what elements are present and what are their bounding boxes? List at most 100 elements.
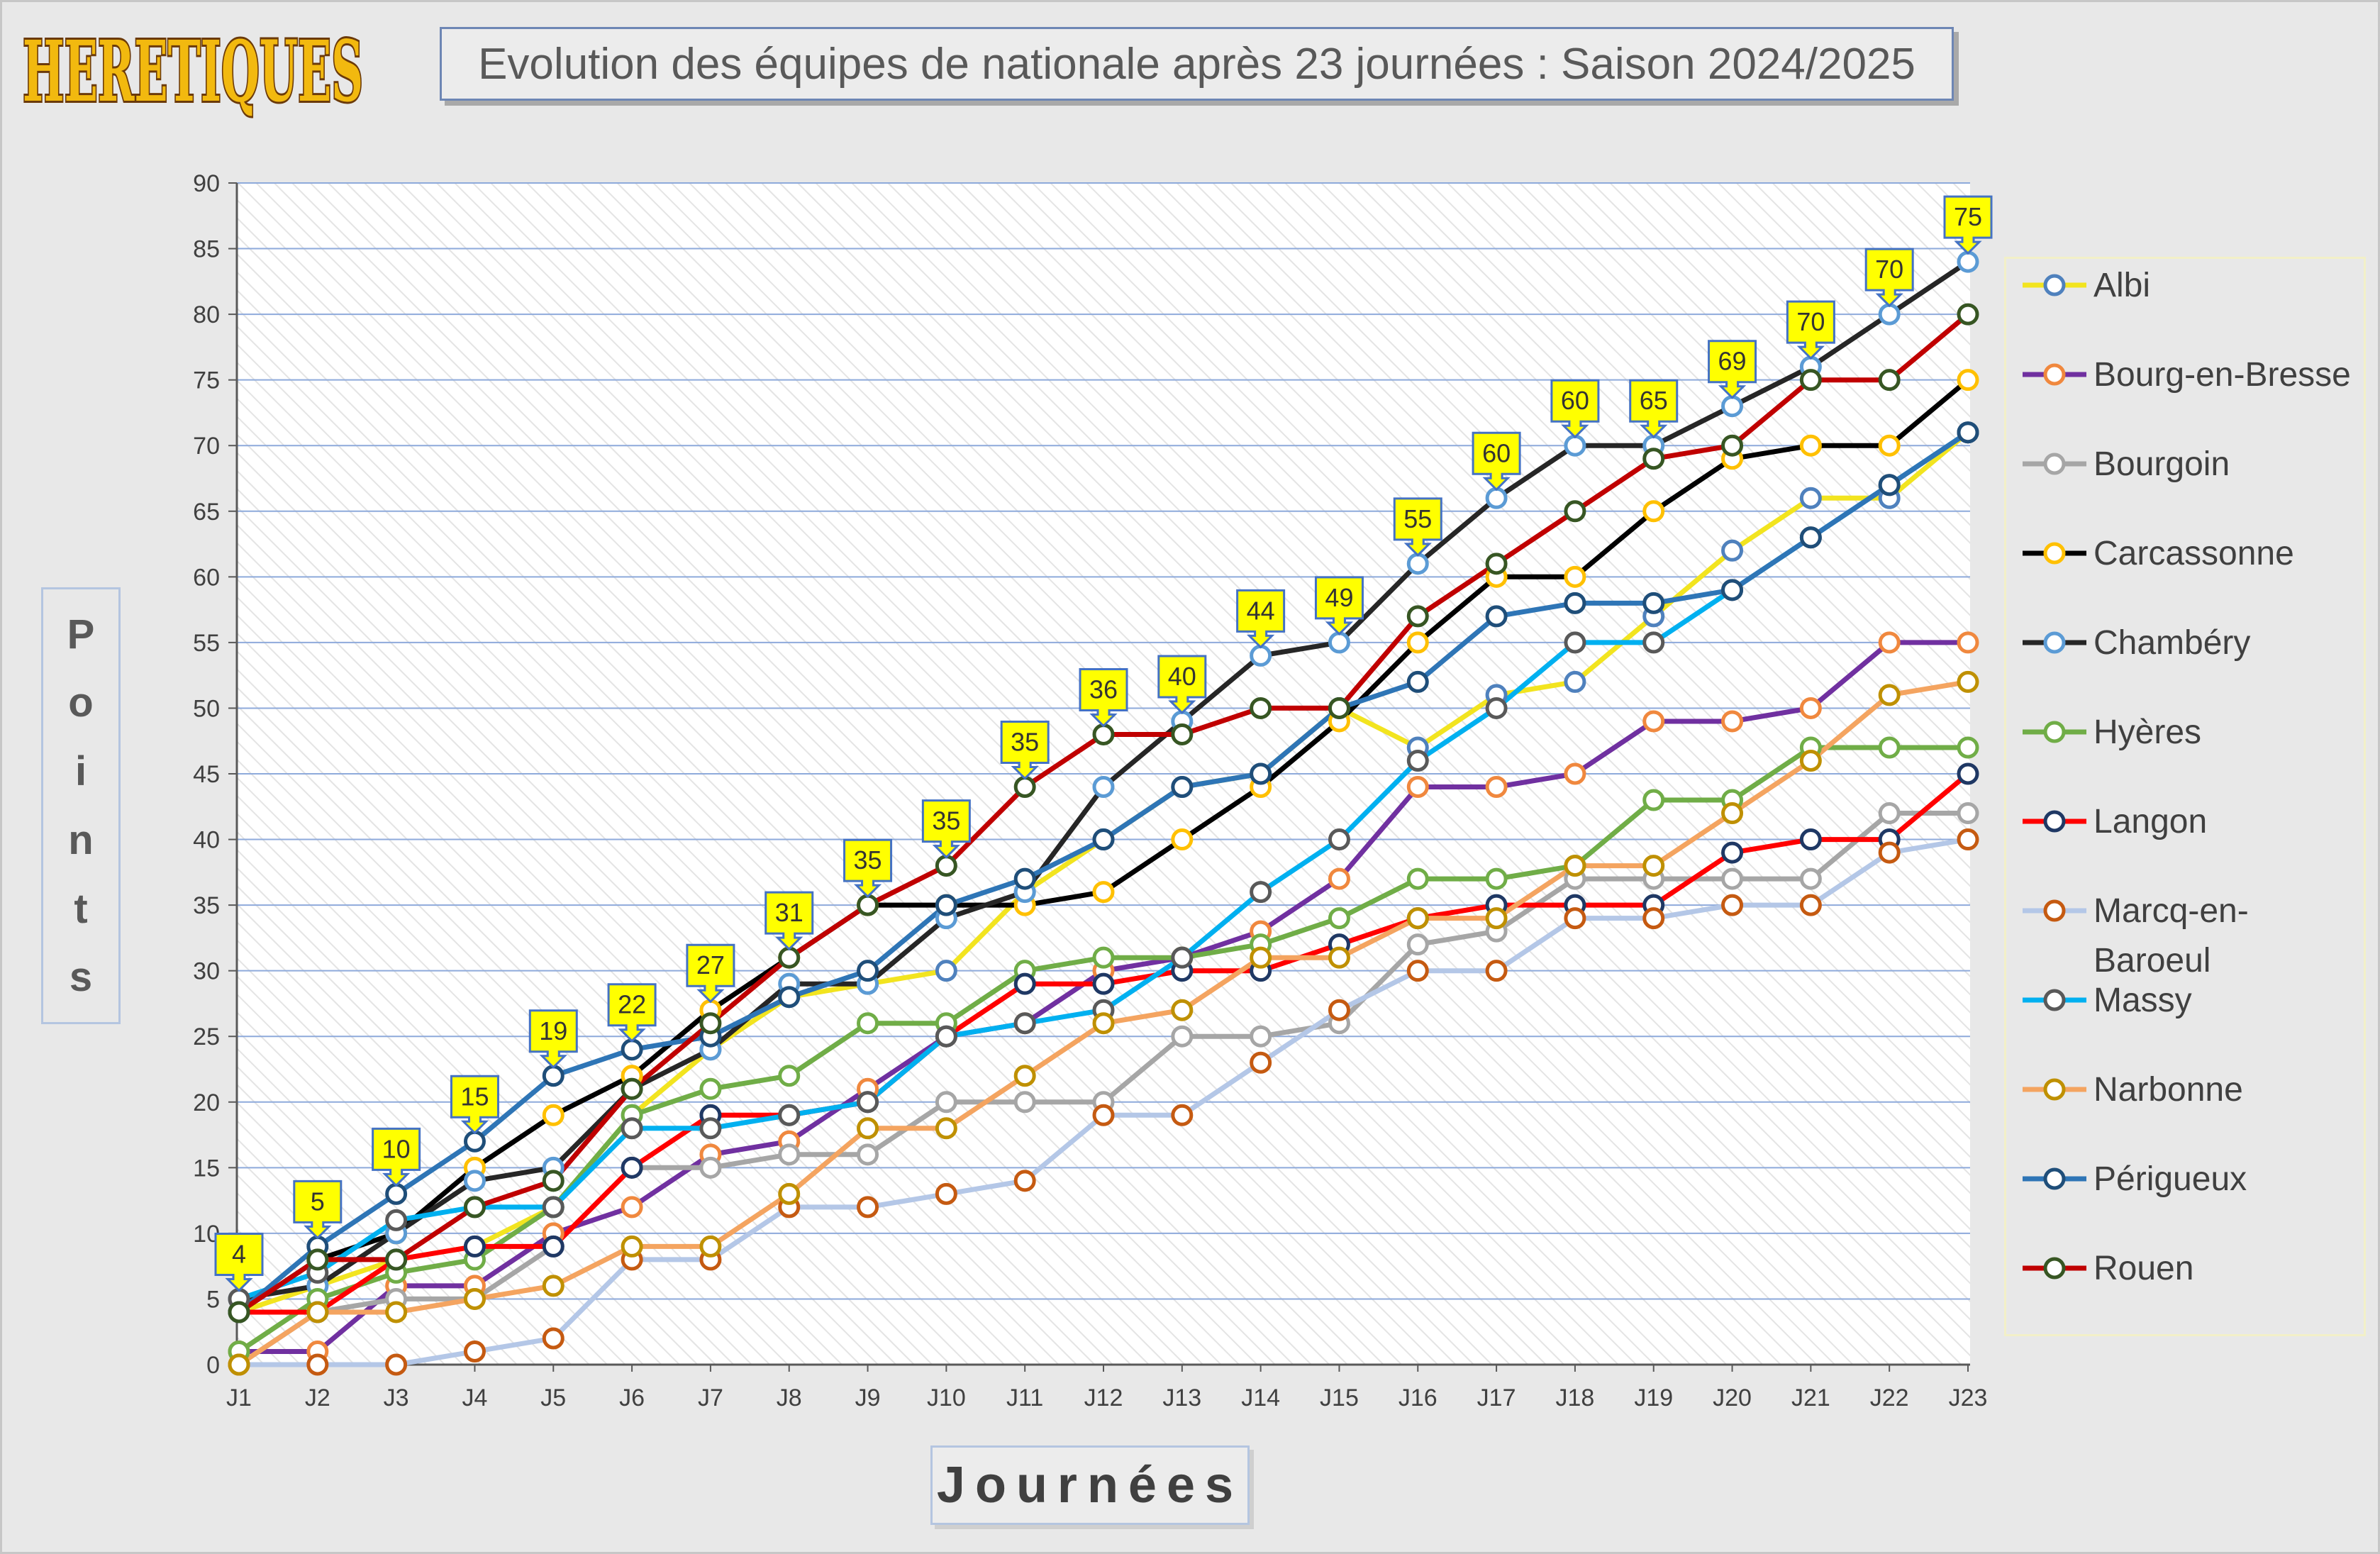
data-point	[699, 1077, 722, 1100]
legend-marker	[2043, 1167, 2066, 1190]
x-tick-label: J6	[619, 1384, 645, 1411]
data-point	[385, 1209, 408, 1231]
data-point	[1878, 434, 1901, 457]
data-point	[1092, 946, 1115, 969]
data-point	[1564, 434, 1586, 457]
data-point	[1485, 867, 1508, 890]
leader-callout	[843, 838, 893, 899]
y-tick-label: 75	[193, 367, 220, 394]
leader-callout-label: 15	[460, 1082, 489, 1111]
legend-marker	[2043, 721, 2066, 743]
legend-marker	[2043, 631, 2066, 654]
data-point	[1642, 789, 1665, 811]
leader-callout	[293, 1180, 343, 1240]
data-point	[621, 1235, 643, 1258]
data-point	[463, 1170, 486, 1192]
data-point	[778, 946, 801, 969]
legend-marker	[2043, 1257, 2066, 1280]
data-point	[1721, 802, 1744, 825]
leader-callout	[1708, 340, 1757, 399]
x-tick-label: J22	[1870, 1384, 1909, 1411]
data-point	[306, 1248, 329, 1271]
data-point	[1171, 723, 1194, 745]
data-point	[1957, 736, 1979, 759]
data-point	[935, 960, 957, 982]
data-point	[306, 1301, 329, 1323]
data-point	[1406, 867, 1429, 890]
leader-callout	[1629, 379, 1679, 439]
data-point	[1250, 644, 1272, 667]
x-tick-label: J15	[1320, 1384, 1359, 1411]
y-title-letter: n	[68, 816, 94, 863]
leader-callout-label: 19	[539, 1016, 567, 1045]
x-tick-label: J20	[1713, 1384, 1752, 1411]
legend-label: Massy	[2093, 982, 2192, 1019]
data-point	[778, 1065, 801, 1087]
x-tick-label: J9	[855, 1384, 881, 1411]
data-point	[1013, 776, 1036, 799]
x-tick-label: J5	[540, 1384, 566, 1411]
data-point	[385, 1248, 408, 1271]
data-point	[1721, 894, 1744, 916]
data-point	[699, 1156, 722, 1179]
leader-callout	[1236, 589, 1286, 649]
leader-callout-label: 55	[1403, 504, 1432, 533]
leader-callout-label: 27	[696, 950, 725, 979]
data-point	[699, 1235, 722, 1258]
heretiques-logo: HERETIQUES	[21, 20, 365, 123]
leader-callout-label: 10	[382, 1134, 411, 1163]
x-tick-label: J12	[1084, 1384, 1123, 1411]
data-point	[935, 1117, 957, 1140]
data-point	[1406, 960, 1429, 982]
data-point	[1092, 776, 1115, 799]
legend-label: Chambéry	[2093, 624, 2250, 662]
y-tick-label: 5	[206, 1286, 220, 1313]
data-point	[1485, 907, 1508, 930]
x-tick-label: J7	[698, 1384, 723, 1411]
leader-callout	[1157, 655, 1207, 715]
legend-label: Albi	[2093, 267, 2150, 304]
data-point	[1328, 631, 1350, 654]
data-point	[857, 960, 879, 982]
legend-label: Rouen	[2093, 1250, 2193, 1287]
data-point	[1328, 696, 1350, 719]
data-point	[463, 1340, 486, 1362]
data-point	[1171, 999, 1194, 1021]
data-point	[935, 894, 957, 916]
leader-callout	[1393, 497, 1442, 557]
data-point	[1406, 553, 1429, 575]
data-point	[1328, 867, 1350, 890]
leader-callout-label: 65	[1640, 386, 1668, 415]
data-point	[1250, 881, 1272, 904]
legend-marker	[2043, 989, 2066, 1011]
leader-callout-label: 35	[854, 845, 882, 875]
data-point	[1957, 802, 1979, 825]
y-tick-label: 70	[193, 433, 220, 460]
x-tick-label: J2	[305, 1384, 330, 1411]
data-point	[1721, 867, 1744, 890]
data-point	[1878, 303, 1901, 326]
legend-label: Langon	[2093, 803, 2207, 840]
data-point	[1642, 907, 1665, 930]
x-tick-label: J3	[384, 1384, 409, 1411]
data-point	[935, 1025, 957, 1048]
data-point	[228, 1301, 250, 1323]
data-point	[1013, 972, 1036, 995]
data-point	[1878, 474, 1901, 496]
legend-marker	[2043, 453, 2066, 475]
data-point	[1878, 369, 1901, 392]
leader-callout-label: 31	[775, 898, 803, 927]
data-point	[1406, 933, 1429, 956]
data-point	[1799, 696, 1822, 719]
data-point	[1957, 828, 1979, 851]
data-point	[1721, 841, 1744, 864]
y-tick-label: 65	[193, 499, 220, 526]
x-tick-label: J11	[1006, 1384, 1043, 1411]
leader-callout-label: 36	[1089, 675, 1118, 704]
data-point	[1642, 631, 1665, 654]
leader-callout	[1864, 248, 1914, 308]
data-point	[1642, 500, 1665, 523]
data-point	[385, 1182, 408, 1205]
leader-callout-label: 60	[1561, 386, 1589, 415]
